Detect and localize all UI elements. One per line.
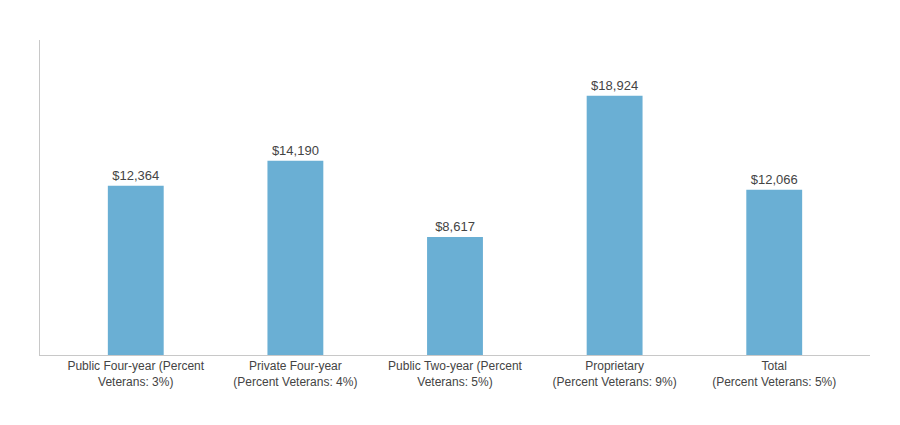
svg-text:Private Four-year(Percent Vete: Private Four-year(Percent Veterans: 4%) bbox=[233, 359, 357, 389]
svg-text:Public Four-year (PercentVeter: Public Four-year (PercentVeterans: 3%) bbox=[67, 359, 204, 389]
svg-text:Total(Percent Veterans: 5%): Total(Percent Veterans: 5%) bbox=[712, 359, 836, 389]
svg-text:$18,924: $18,924 bbox=[591, 78, 638, 93]
svg-text:Proprietary(Percent Veterans:: Proprietary(Percent Veterans: 9%) bbox=[553, 359, 677, 389]
svg-text:$12,364: $12,364 bbox=[112, 168, 159, 183]
svg-text:$14,190: $14,190 bbox=[272, 143, 319, 158]
svg-text:Public Two-year (PercentVetera: Public Two-year (PercentVeterans: 5%) bbox=[388, 359, 523, 389]
svg-text:$8,617: $8,617 bbox=[435, 219, 475, 234]
svg-text:$12,066: $12,066 bbox=[751, 172, 798, 187]
